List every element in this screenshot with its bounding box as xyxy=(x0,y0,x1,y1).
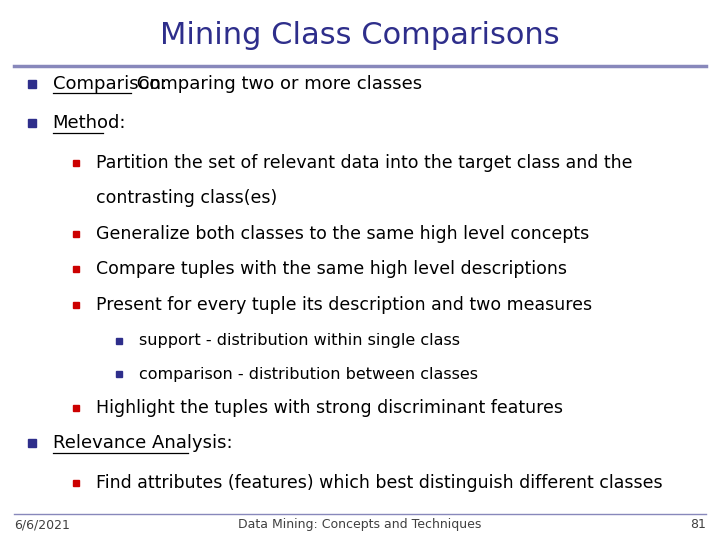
Text: Relevance Analysis:: Relevance Analysis: xyxy=(0,539,1,540)
Text: Mining Class Comparisons: Mining Class Comparisons xyxy=(160,21,560,50)
Text: Comparison:: Comparison: xyxy=(53,75,167,93)
Text: Data Mining: Concepts and Techniques: Data Mining: Concepts and Techniques xyxy=(238,518,482,531)
Text: Partition the set of relevant data into the target class and the: Partition the set of relevant data into … xyxy=(96,153,632,172)
Text: 81: 81 xyxy=(690,518,706,531)
Text: Generalize both classes to the same high level concepts: Generalize both classes to the same high… xyxy=(96,225,589,243)
Text: contrasting class(es): contrasting class(es) xyxy=(96,189,277,207)
Text: Comparison:: Comparison: xyxy=(0,539,1,540)
Text: 6/6/2021: 6/6/2021 xyxy=(14,518,71,531)
Text: comparison - distribution between classes: comparison - distribution between classe… xyxy=(139,367,478,382)
Text: Highlight the tuples with strong discriminant features: Highlight the tuples with strong discrim… xyxy=(96,399,563,417)
Text: Method:: Method: xyxy=(0,539,1,540)
Text: support - distribution within single class: support - distribution within single cla… xyxy=(139,333,460,348)
Text: Comparing two or more classes: Comparing two or more classes xyxy=(131,75,423,93)
Text: Compare tuples with the same high level descriptions: Compare tuples with the same high level … xyxy=(96,260,567,279)
Text: Find attributes (features) which best distinguish different classes: Find attributes (features) which best di… xyxy=(96,474,662,492)
Text: Present for every tuple its description and two measures: Present for every tuple its description … xyxy=(96,296,592,314)
Text: Method:: Method: xyxy=(53,114,126,132)
Text: Relevance Analysis:: Relevance Analysis: xyxy=(53,434,232,453)
